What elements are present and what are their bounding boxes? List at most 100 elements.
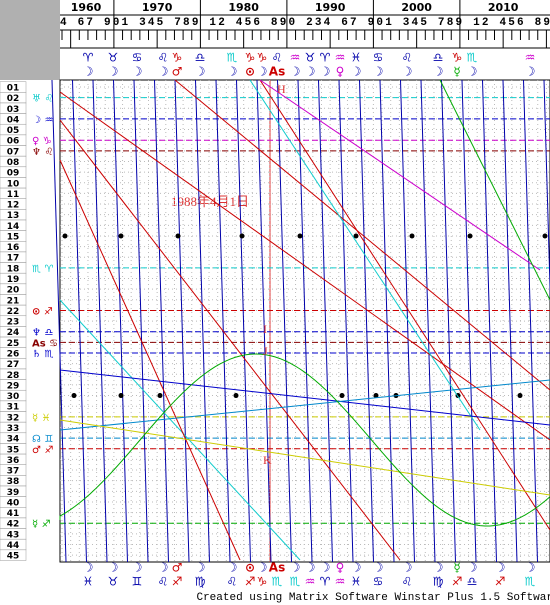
glyph: ♍	[433, 575, 444, 589]
transit-line	[59, 119, 401, 561]
glyph: ♑	[257, 575, 268, 589]
degree-label: 43	[7, 530, 20, 540]
glyph: ♐	[172, 575, 183, 589]
glyph: ☽	[320, 561, 331, 575]
glyph: ♑	[452, 51, 463, 65]
marker: J	[263, 344, 268, 358]
glyph: As	[269, 65, 285, 79]
degree-label: 37	[7, 467, 20, 477]
decade-label: 1970	[142, 1, 173, 14]
glyph: ♍	[195, 575, 206, 589]
glyph: ☽	[227, 65, 238, 79]
glyph: ☽	[132, 65, 143, 79]
glyph: ♊	[132, 575, 143, 589]
glyph: ♒	[335, 51, 346, 65]
degree-label: 09	[7, 169, 20, 179]
degree-label: 05	[7, 126, 20, 136]
degree-label: 11	[7, 190, 20, 200]
degree-label: 45	[7, 552, 20, 562]
degree-label: 44	[7, 541, 20, 551]
glyph: ♏	[227, 51, 238, 65]
glyph: ♓	[351, 51, 362, 65]
marker: K	[263, 453, 272, 467]
dot	[118, 393, 124, 399]
dot	[467, 233, 473, 239]
moon-path	[195, 79, 210, 563]
degree-label: 02	[7, 94, 20, 104]
glyph: ♎	[433, 51, 444, 65]
transit-line	[59, 419, 550, 496]
moon-path	[400, 79, 415, 563]
glyph: ☽	[433, 561, 444, 575]
degree-label: 39	[7, 488, 20, 498]
degree-label: 28	[7, 371, 20, 381]
glyph: ☽	[108, 65, 119, 79]
glyph: ♂	[172, 65, 183, 79]
glyph: ☽	[402, 561, 413, 575]
moon-path	[420, 79, 436, 563]
footer: Created using Matrix Software Winstar Pl…	[196, 592, 550, 604]
planet-label: ☊ ♊	[32, 434, 53, 445]
planet-label: ⊙ ♐	[32, 306, 53, 317]
moon-path	[113, 79, 128, 563]
glyph: ♂	[172, 561, 183, 575]
degree-label: 08	[7, 158, 20, 168]
glyph: ☽	[525, 65, 536, 79]
glyph: ☽	[257, 561, 268, 575]
glyph: ♑	[245, 51, 256, 65]
dot	[409, 233, 415, 239]
degree-label: 30	[7, 392, 20, 402]
degree-label: 13	[7, 211, 20, 221]
glyph: ♀	[336, 561, 345, 575]
dot	[517, 393, 523, 399]
degree-label: 36	[7, 456, 20, 466]
degree-label: 15	[7, 232, 20, 242]
glyph: ♒	[335, 575, 346, 589]
degree-label: 16	[7, 243, 20, 253]
moon-path	[461, 79, 477, 563]
glyph: ☽	[402, 65, 413, 79]
dot	[233, 393, 239, 399]
decade-label: 1980	[228, 1, 259, 14]
degree-label: 25	[7, 339, 20, 349]
transit-line	[59, 299, 301, 561]
corner-box	[0, 0, 60, 80]
glyph: ♐	[245, 575, 256, 589]
dot	[118, 233, 124, 239]
marker: I	[263, 322, 267, 336]
glyph: ♏	[272, 575, 283, 589]
degree-label: 20	[7, 286, 20, 296]
planet-label: ♏ ♈	[32, 264, 53, 275]
glyph: ♑	[172, 51, 183, 65]
glyph: ☿	[453, 561, 460, 575]
glyph: ☽	[195, 65, 206, 79]
green-curve	[59, 353, 550, 527]
glyph: ♋	[132, 51, 143, 65]
glyph: ☽	[351, 65, 362, 79]
glyph: ♒	[290, 51, 301, 65]
glyph: ☽	[83, 65, 94, 79]
degree-label: 42	[7, 520, 20, 530]
degree-label: 33	[7, 424, 20, 434]
glyph: ♉	[108, 51, 119, 65]
planet-label: ♂ ♐	[32, 445, 53, 456]
glyph: ☽	[373, 561, 384, 575]
glyph: ♌	[402, 51, 413, 65]
marker: H	[277, 82, 286, 96]
annotation: 1988年4月1日	[171, 194, 249, 209]
planet-label: As ♋	[32, 338, 58, 349]
glyph: ♓	[351, 575, 362, 589]
glyph: ♐	[495, 575, 506, 589]
dot	[71, 393, 77, 399]
degree-label: 07	[7, 147, 20, 157]
degree-label: 23	[7, 318, 20, 328]
glyph: ♏	[290, 575, 301, 589]
moon-path	[379, 79, 395, 563]
decade-label: 2000	[401, 1, 432, 14]
glyph: As	[269, 561, 285, 575]
degree-label: 22	[7, 307, 20, 317]
decade-label: 1990	[315, 1, 346, 14]
glyph: ♉	[305, 51, 316, 65]
moon-path	[359, 79, 374, 563]
moon-path	[502, 79, 518, 563]
